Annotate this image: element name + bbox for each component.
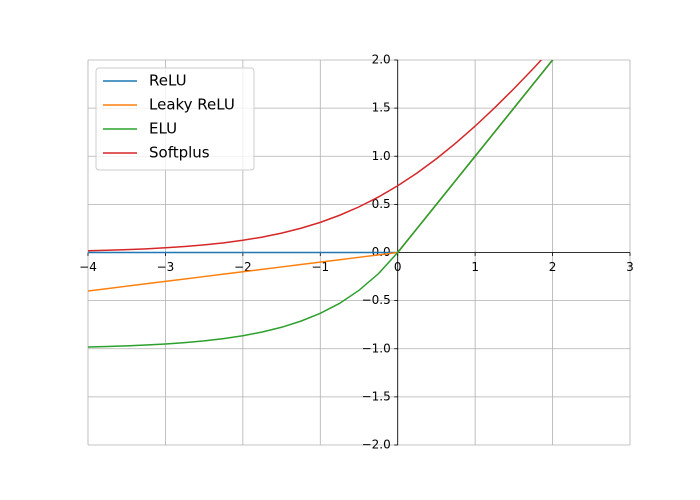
line: [88, 60, 554, 348]
x-tick-label: 3: [626, 260, 634, 274]
y-tick-label: 0.5: [372, 197, 391, 211]
legend-box: [95, 67, 255, 171]
x-tick-label: 2: [549, 260, 557, 274]
x-tick-label: −4: [79, 260, 97, 274]
legend-label: Softplus: [149, 144, 210, 162]
line: [88, 60, 543, 252]
x-tick-label: −1: [311, 260, 329, 274]
y-tick-label: −1.5: [362, 389, 391, 403]
y-tick-label: 1.0: [372, 149, 391, 163]
legend-label: ReLU: [149, 72, 187, 90]
plot-area: [88, 60, 554, 348]
y-tick-label: 2.0: [372, 53, 391, 67]
legend-label: ELU: [149, 120, 177, 138]
legend-label: Leaky ReLU: [149, 96, 235, 114]
y-tick-label: −1.0: [362, 341, 391, 355]
y-tick-label: 1.5: [372, 101, 391, 115]
y-tick-label: −2.0: [362, 438, 391, 452]
y-tick-label: −0.5: [362, 293, 391, 307]
x-tick-label: −3: [157, 260, 175, 274]
x-tick-label: 0: [394, 260, 402, 274]
x-tick-label: 1: [471, 260, 479, 274]
